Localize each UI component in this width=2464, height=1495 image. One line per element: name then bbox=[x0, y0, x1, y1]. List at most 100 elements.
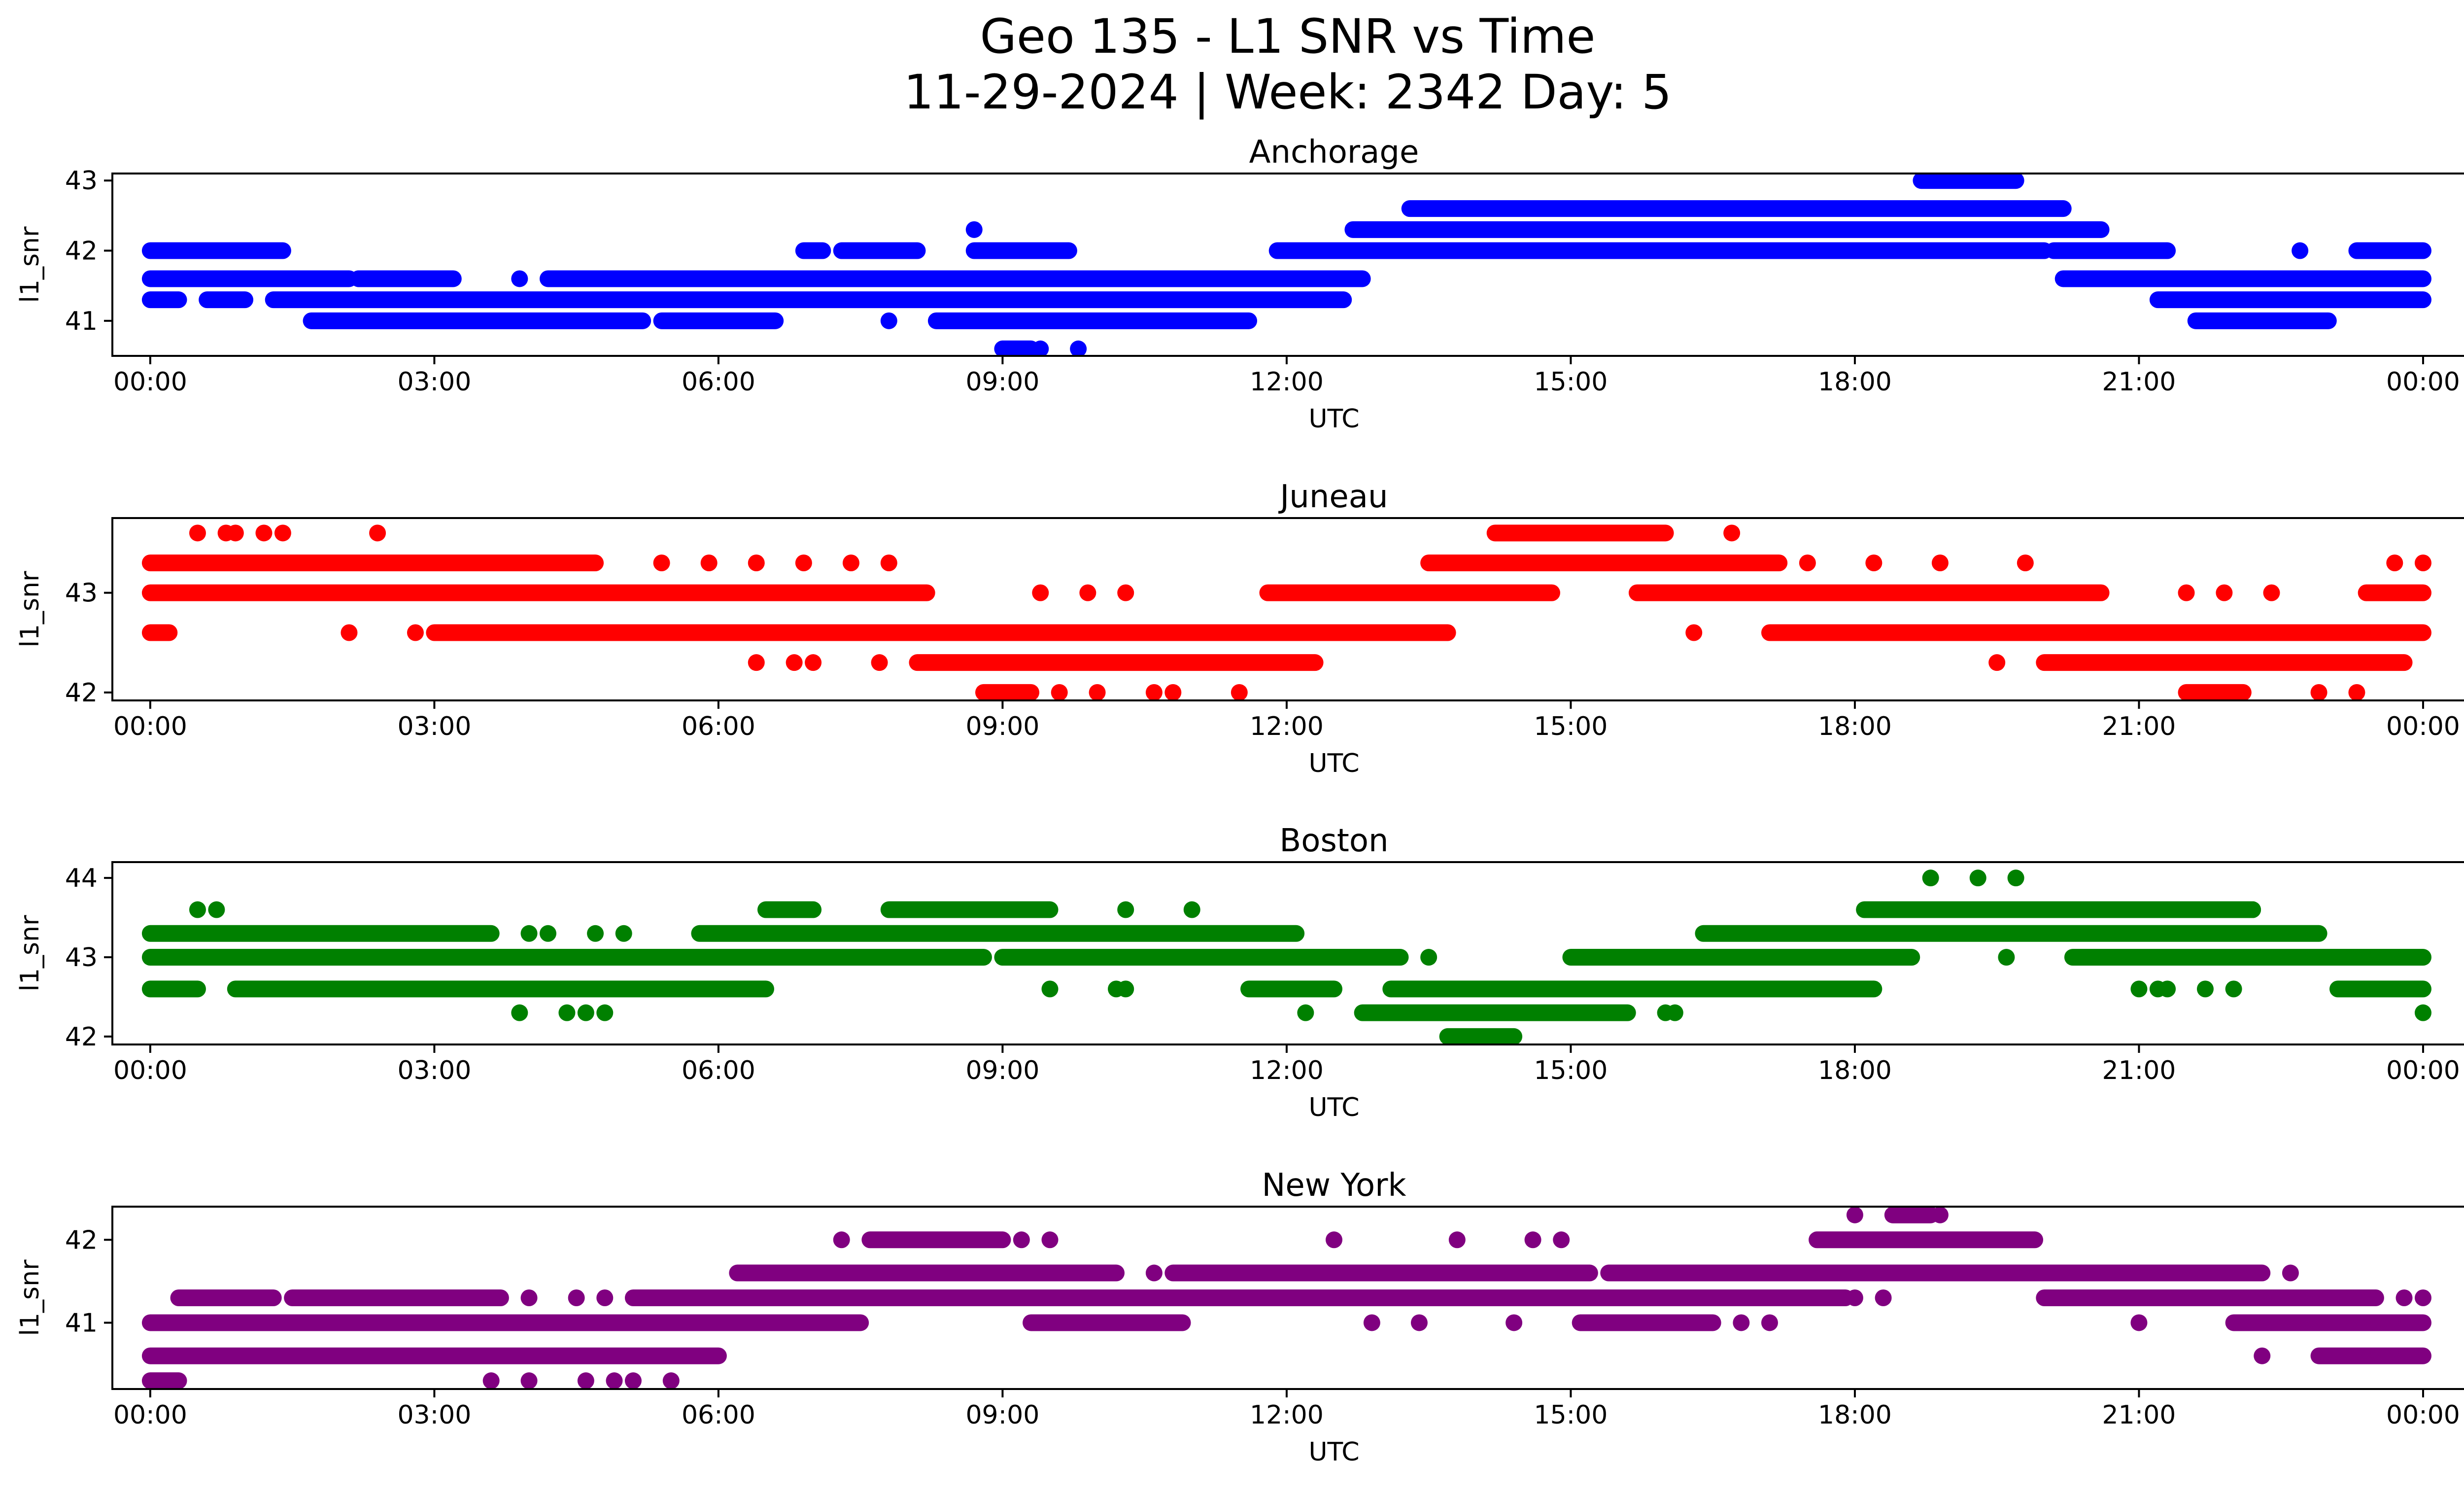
chart-4-title: New York bbox=[1262, 1167, 1406, 1204]
chart-1-x-tick-label-7: 18:00 bbox=[1818, 367, 1892, 397]
chart-3-y-tick-label-1: 42 bbox=[65, 1022, 98, 1052]
chart-4-x-tick-label-6: 15:00 bbox=[1534, 1400, 1608, 1430]
chart-3-point-16 bbox=[1420, 949, 1437, 966]
chart-1-y-tick-label-3: 43 bbox=[65, 166, 98, 196]
chart-4-point-22 bbox=[1761, 1314, 1778, 1331]
chart-2-x-tick-label-4: 09:00 bbox=[965, 712, 1039, 741]
chart-2-point-24 bbox=[1145, 684, 1163, 700]
chart-4-x-tick-label-4: 09:00 bbox=[965, 1400, 1039, 1430]
chart-3-x-axis-label: UTC bbox=[1308, 1093, 1359, 1122]
chart-3-x-tick-label-7: 18:00 bbox=[1818, 1056, 1892, 1085]
chart-1-x-tick-label-4: 09:00 bbox=[965, 367, 1039, 397]
figure-subtitle: 11-29-2024 | Week: 2342 Day: 5 bbox=[903, 65, 1672, 120]
chart-3-point-28 bbox=[2244, 901, 2261, 918]
chart-2-x-tick-label-7: 18:00 bbox=[1818, 712, 1892, 741]
chart-3-point-8 bbox=[539, 925, 556, 942]
chart-2-point-14 bbox=[880, 554, 897, 571]
chart-4-y-tick-label-1: 41 bbox=[65, 1308, 98, 1338]
chart-3-point-5 bbox=[577, 1004, 594, 1021]
chart-4-point-4 bbox=[606, 1372, 623, 1389]
chart-4-point-6 bbox=[662, 1372, 680, 1389]
chart-2-point-9 bbox=[653, 554, 670, 571]
chart-2-x-tick-label-5: 12:00 bbox=[1250, 712, 1324, 741]
chart-4-point-31 bbox=[2414, 1289, 2431, 1306]
chart-3-point-13 bbox=[1117, 980, 1134, 998]
chart-4-y-tick-label-2: 42 bbox=[65, 1225, 98, 1255]
chart-2-x-tick-label-6: 15:00 bbox=[1534, 712, 1608, 741]
chart-4-x-axis-label: UTC bbox=[1308, 1437, 1359, 1467]
chart-1-y-tick-label-2: 42 bbox=[65, 237, 98, 266]
chart-3-x-tick-label-5: 12:00 bbox=[1250, 1056, 1324, 1085]
chart-2-marks bbox=[141, 524, 2431, 700]
chart-2-point-21 bbox=[1117, 584, 1134, 601]
chart-1-axes-frame bbox=[111, 173, 2464, 357]
chart-4-point-21 bbox=[1733, 1314, 1750, 1331]
chart-4-point-17 bbox=[1553, 1231, 1570, 1249]
chart-3-point-22 bbox=[2007, 869, 2024, 887]
chart-2-point-36 bbox=[2263, 584, 2280, 601]
chart-3-marks bbox=[141, 869, 2431, 1044]
chart-4-point-13 bbox=[1145, 1264, 1163, 1282]
chart-2-point-1 bbox=[189, 524, 206, 542]
chart-2-point-13 bbox=[842, 554, 859, 571]
figure-title: Geo 135 - L1 SNR vs Time bbox=[980, 9, 1596, 64]
chart-2-point-31 bbox=[1931, 554, 1949, 571]
chart-4-point-16 bbox=[1524, 1231, 1541, 1249]
chart-4-x-tick-label-3: 06:00 bbox=[682, 1400, 755, 1430]
chart-3-y-axis-label: l1_snr bbox=[15, 915, 45, 992]
chart-4-point-24 bbox=[1875, 1289, 1892, 1306]
chart-3-point-1 bbox=[189, 901, 206, 918]
chart-2-x-tick-label-2: 03:00 bbox=[397, 712, 471, 741]
chart-4-point-25 bbox=[1846, 1207, 1863, 1223]
chart-3-point-6 bbox=[596, 1004, 614, 1021]
chart-2-point-32 bbox=[2017, 554, 2034, 571]
chart-4-x-tick-label-7: 18:00 bbox=[1818, 1400, 1892, 1430]
chart-2-point-40 bbox=[2414, 554, 2431, 571]
chart-3-point-27 bbox=[2159, 980, 2176, 998]
chart-3-point-25 bbox=[2196, 980, 2214, 998]
chart-3-y-tick-label-3: 44 bbox=[65, 864, 98, 893]
chart-3-point-26 bbox=[2225, 980, 2242, 998]
chart-4-point-12 bbox=[1041, 1231, 1059, 1249]
chart-4-point-19 bbox=[1410, 1314, 1428, 1331]
chart-2-point-29 bbox=[1799, 554, 1816, 571]
chart-3-point-31 bbox=[2414, 1004, 2431, 1021]
chart-2-point-16 bbox=[786, 654, 803, 671]
chart-4-point-3 bbox=[577, 1372, 594, 1389]
chart-1-x-tick-label-5: 12:00 bbox=[1250, 367, 1324, 397]
chart-4-point-29 bbox=[2254, 1347, 2271, 1364]
chart-3-x-tick-label-1: 00:00 bbox=[113, 1056, 187, 1085]
chart-4-point-7 bbox=[520, 1289, 538, 1306]
chart-1-point-1 bbox=[350, 270, 367, 287]
chart-2-point-18 bbox=[871, 654, 888, 671]
chart-4-point-28 bbox=[2282, 1264, 2299, 1282]
chart-4-point-26 bbox=[1931, 1207, 1949, 1223]
chart-4-point-14 bbox=[1326, 1231, 1342, 1249]
chart-2-point-39 bbox=[2386, 554, 2403, 571]
chart-2-point-4 bbox=[255, 524, 273, 542]
chart-2-point-5 bbox=[274, 524, 291, 542]
chart-2-point-11 bbox=[748, 554, 765, 571]
chart-2-y-tick-label-2: 43 bbox=[65, 579, 98, 608]
chart-4-point-2 bbox=[520, 1372, 538, 1389]
chart-2-point-28 bbox=[1685, 624, 1703, 641]
chart-3-axes-frame bbox=[111, 861, 2464, 1045]
chart-2-point-23 bbox=[1089, 684, 1106, 700]
chart-4-point-15 bbox=[1448, 1231, 1466, 1249]
chart-2-point-22 bbox=[1051, 684, 1068, 700]
chart-1-point-3 bbox=[435, 270, 452, 287]
chart-1-title: Anchorage bbox=[1249, 134, 1419, 171]
chart-3-point-11 bbox=[1041, 980, 1059, 998]
figure-title-block: Geo 135 - L1 SNR vs Time 11-29-2024 | We… bbox=[0, 9, 2464, 120]
chart-2-point-19 bbox=[1032, 584, 1049, 601]
chart-3-point-2 bbox=[208, 901, 225, 918]
chart-3-point-15 bbox=[1183, 901, 1200, 918]
chart-2-point-33 bbox=[1988, 654, 2006, 671]
chart-4-point-10 bbox=[833, 1231, 850, 1249]
chart-2-point-34 bbox=[2178, 584, 2195, 601]
chart-2-point-3 bbox=[227, 524, 244, 542]
chart-1-point-7 bbox=[1032, 340, 1049, 356]
chart-2-x-axis-label: UTC bbox=[1308, 749, 1359, 778]
chart-2-point-10 bbox=[700, 554, 718, 571]
chart-1-point-9 bbox=[2292, 242, 2309, 259]
